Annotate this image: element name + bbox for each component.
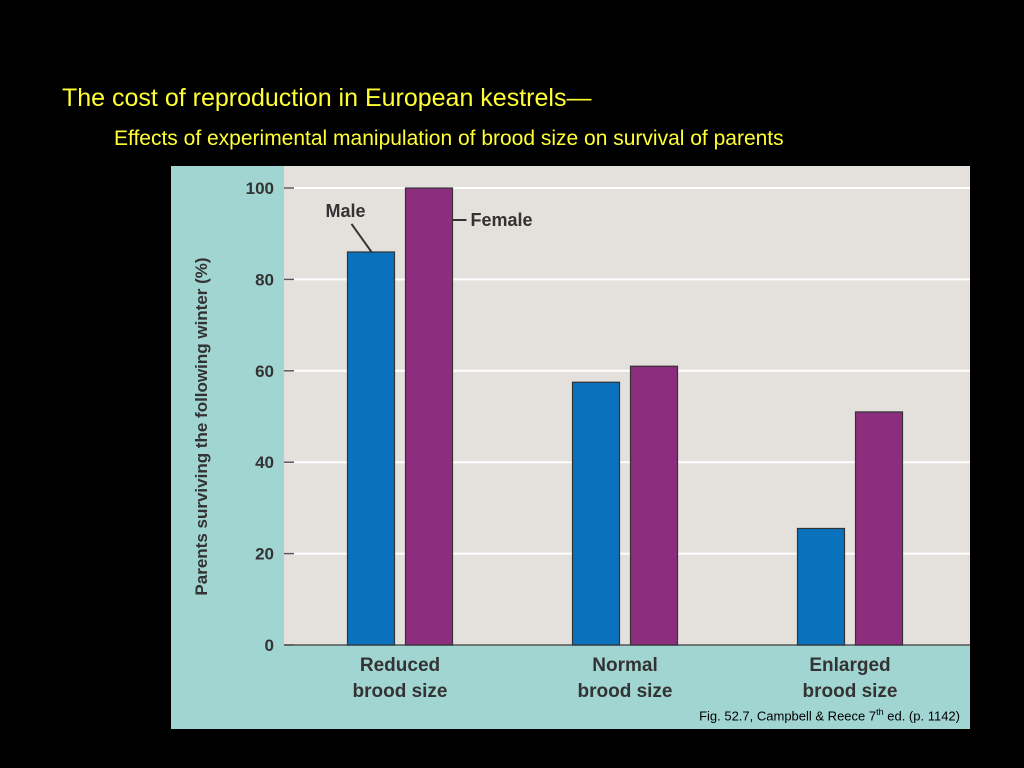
y-tick-label: 80 bbox=[255, 270, 274, 289]
citation-suffix: ed. (p. 1142) bbox=[883, 708, 960, 723]
series-annotations: Male Female bbox=[326, 201, 533, 253]
y-tick-label: 100 bbox=[246, 179, 274, 198]
bar-male-2 bbox=[796, 527, 846, 646]
x-category-label-line2: brood size bbox=[802, 681, 897, 702]
x-category-label-line1: Enlarged bbox=[809, 655, 890, 676]
y-tick-label: 60 bbox=[255, 362, 274, 381]
slide-title: The cost of reproduction in European kes… bbox=[62, 84, 592, 112]
bar-male-1 bbox=[571, 381, 621, 646]
chart-figure: 0 20 40 60 80 100 Parents surviving the follo… bbox=[171, 166, 970, 729]
slide-subtitle: Effects of experimental manipulation of … bbox=[114, 127, 784, 150]
figure-citation: Fig. 52.7, Campbell & Reece 7th ed. (p. … bbox=[699, 707, 960, 723]
x-category-label-line2: brood size bbox=[352, 681, 447, 702]
y-axis-label: Parents surviving the following winter (… bbox=[192, 257, 211, 595]
male-leader-line bbox=[350, 223, 373, 253]
bar-female-0 bbox=[404, 187, 454, 646]
bar-male-0 bbox=[346, 251, 396, 646]
y-tick-label: 20 bbox=[255, 545, 274, 564]
citation-superscript: th bbox=[876, 706, 884, 717]
y-axis-ticks: 0 20 40 60 80 100 bbox=[246, 179, 294, 655]
bar-female-1 bbox=[629, 365, 679, 646]
bar-chart: 0 20 40 60 80 100 Parents surviving the follo… bbox=[171, 166, 970, 729]
x-category-label-line1: Normal bbox=[592, 655, 657, 676]
bar-female-2 bbox=[854, 411, 904, 646]
x-category-label-line2: brood size bbox=[577, 681, 672, 702]
x-category-label-line1: Reduced bbox=[360, 655, 440, 676]
citation-prefix: Fig. 52.7, Campbell & Reece 7 bbox=[699, 708, 877, 723]
legend-female-label: Female bbox=[471, 210, 533, 230]
x-axis-category-labels: Reduced brood size Normal brood size Enlarge… bbox=[352, 655, 897, 702]
bars bbox=[346, 187, 904, 646]
y-tick-label: 40 bbox=[255, 453, 274, 472]
legend-male-label: Male bbox=[326, 201, 366, 221]
y-tick-label: 0 bbox=[265, 636, 274, 655]
